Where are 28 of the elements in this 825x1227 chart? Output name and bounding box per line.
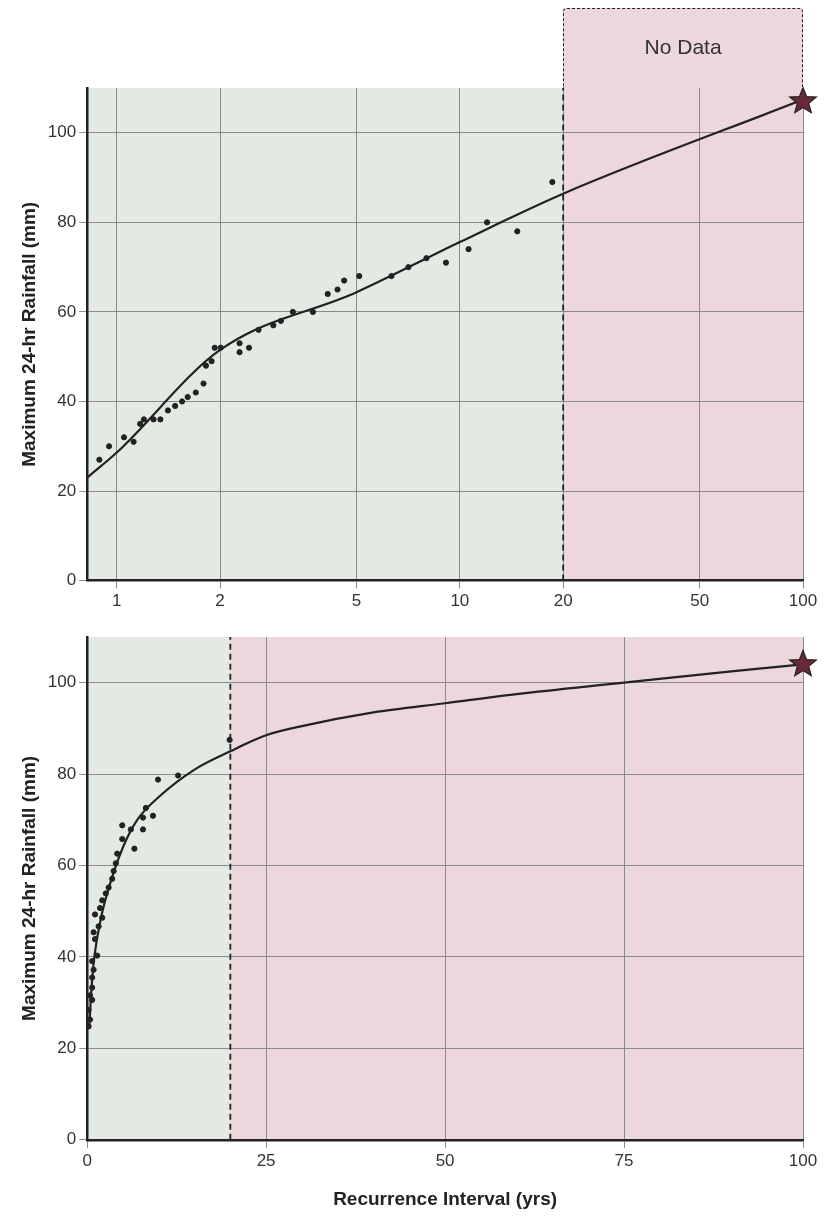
y-tick-label: 60 [57,301,77,321]
band-label: No Data [644,34,722,58]
y-tick-label: 60 [57,855,77,875]
y-tick-label: 20 [57,1038,77,1058]
y-tick-label: 20 [57,480,77,500]
x-tick-label: 50 [435,1150,455,1170]
x-tick-label: 50 [690,591,710,611]
x-tick-label: 10 [450,591,470,611]
y-axis-title: Maximum 24-hr Rainfall (mm) [17,201,39,467]
x-tick-label: 100 [788,591,818,611]
y-tick-label: 0 [66,1129,77,1149]
x-tick-label: 75 [614,1150,634,1170]
y-tick-label: 80 [57,763,77,783]
y-tick-label: 80 [57,212,77,232]
y-axis-title: Maximum 24-hr Rainfall (mm) [17,755,39,1021]
x-tick-label: 5 [351,591,362,611]
x-tick-label: 2 [215,591,225,611]
x-tick-label: 0 [82,1150,92,1170]
x-tick-label: 25 [256,1150,276,1170]
y-tick-label: 40 [57,946,77,966]
x-tick-label: 1 [112,591,122,611]
x-tick-label: 100 [788,1150,818,1170]
y-tick-label: 0 [66,570,77,590]
y-tick-label: 100 [47,122,77,142]
y-tick-label: 40 [57,391,77,411]
x-axis-title: Recurrence Interval (yrs) [333,1187,558,1209]
x-tick-label: 20 [553,591,573,611]
y-tick-label: 100 [47,672,77,692]
